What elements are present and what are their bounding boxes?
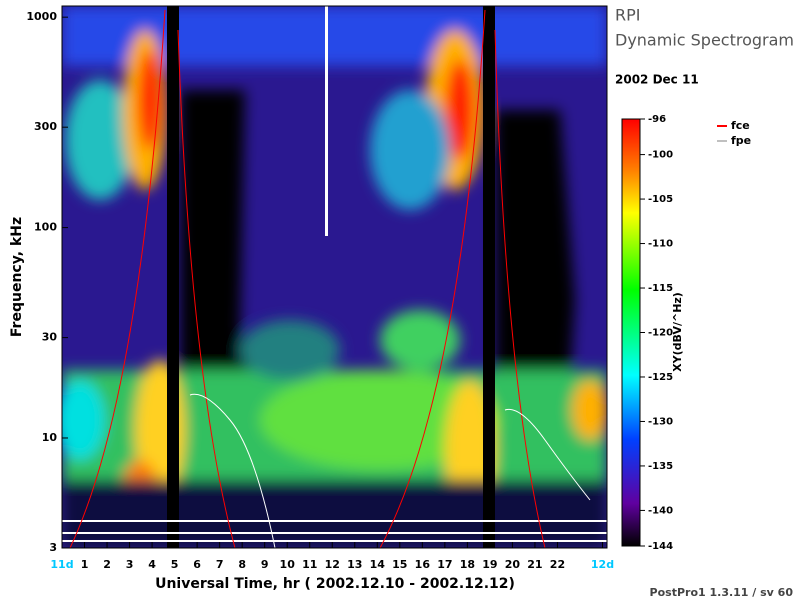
y-tick-label: 30 <box>42 331 58 344</box>
x-tick-label: 16 <box>415 558 431 571</box>
x-tick-label: 11 <box>302 558 317 571</box>
colorbar-tick-label: -130 <box>648 416 673 427</box>
colorbar-tick-label: -100 <box>648 150 673 161</box>
y-axis-label: Frequency, kHz <box>9 217 25 337</box>
x-tick-label: 10 <box>280 558 296 571</box>
colorbar-tick-label: -144 <box>648 541 673 552</box>
footer: PostPro1 1.3.11 / sv 60 <box>650 586 794 599</box>
x-tick-label: 18 <box>460 558 475 571</box>
x-tick-label: 12d <box>591 558 614 571</box>
colorbar-tick-label: -140 <box>648 505 673 516</box>
colorbar-label: XY(dBV/^Hz) <box>671 292 684 372</box>
x-tick-label: 19 <box>482 558 497 571</box>
colorbar-tick-label: -115 <box>648 283 673 294</box>
legend-label: fce <box>731 119 750 132</box>
colorbar <box>621 118 641 547</box>
x-tick-label: 21 <box>527 558 542 571</box>
y-tick-label: 3 <box>49 541 57 554</box>
x-tick-label: 22 <box>550 558 565 571</box>
x-tick-label: 20 <box>505 558 521 571</box>
x-tick-label: 13 <box>347 558 362 571</box>
x-tick-label: 1 <box>81 558 89 571</box>
colorbar-tick-label: -96 <box>648 114 666 125</box>
legend-label: fpe <box>731 134 751 147</box>
colorbar-tick-label: -105 <box>648 194 673 205</box>
y-tick-label: 100 <box>34 221 57 234</box>
x-tick-label: 15 <box>392 558 407 571</box>
title: RPI <box>615 6 640 25</box>
plot-frame <box>61 5 608 549</box>
x-tick-label: 2 <box>103 558 111 571</box>
x-tick-label: 7 <box>216 558 224 571</box>
x-tick-label: 14 <box>370 558 386 571</box>
spectrogram-image <box>62 6 607 548</box>
x-tick-label: 4 <box>148 558 156 571</box>
x-axis-label: Universal Time, hr ( 2002.12.10 - 2002.1… <box>155 576 515 592</box>
colorbar-tick-label: -120 <box>648 328 673 339</box>
y-tick-label: 1000 <box>26 10 57 23</box>
colorbar-tick-label: -135 <box>648 461 673 472</box>
colorbar-tick-label: -110 <box>648 239 673 250</box>
subtitle: Dynamic Spectrogram <box>615 31 794 50</box>
date: 2002 Dec 11 <box>615 73 699 87</box>
x-tick-label: 8 <box>238 558 246 571</box>
x-tick-label: 6 <box>193 558 201 571</box>
x-tick-label: 3 <box>126 558 134 571</box>
colorbar-tick-label: -125 <box>648 372 673 383</box>
x-tick-label: 12 <box>325 558 340 571</box>
x-tick-label: 11d <box>50 558 73 571</box>
x-tick-label: 9 <box>261 558 269 571</box>
y-tick-label: 300 <box>34 120 57 133</box>
x-tick-label: 5 <box>171 558 179 571</box>
x-tick-label: 17 <box>437 558 452 571</box>
y-tick-label: 10 <box>42 431 58 444</box>
